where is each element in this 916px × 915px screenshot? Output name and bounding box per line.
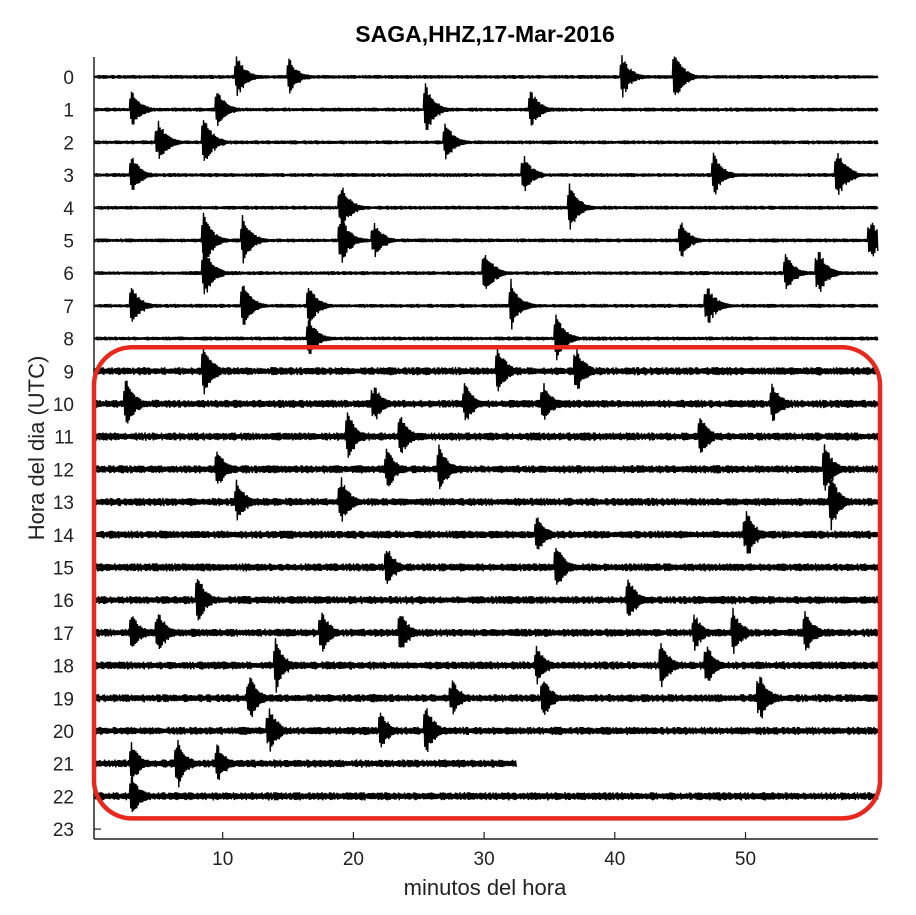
y-tick-label: 9 (63, 362, 74, 383)
trace-hour-22 (93, 776, 879, 813)
trace-hour-5 (93, 212, 879, 264)
y-tick-label: 12 (53, 460, 74, 481)
trace-hour-10 (93, 380, 879, 424)
x-axis-label: minutos del hora (404, 875, 567, 900)
x-tick-label: 30 (474, 849, 495, 870)
trace-hour-12 (93, 444, 879, 491)
y-tick-label: 14 (53, 526, 75, 547)
x-tick-label: 20 (343, 849, 364, 870)
trace-hour-11 (93, 412, 879, 458)
y-tick-label: 7 (63, 297, 74, 318)
trace-hour-7 (93, 278, 879, 330)
x-tick-group: 10 20 30 40 50 (212, 832, 756, 870)
y-tick-label: 10 (53, 395, 74, 416)
trace-hour-15 (93, 547, 879, 585)
y-tick-label: 17 (53, 624, 74, 645)
highlight-box (91, 345, 883, 821)
trace-hour-0 (93, 55, 879, 98)
trace-hour-3 (93, 152, 879, 195)
trace-hour-13 (93, 473, 879, 531)
y-tick-label: 4 (63, 199, 74, 220)
y-tick-label: 5 (63, 232, 74, 253)
y-tick-label: 15 (53, 559, 74, 580)
y-tick-label: 6 (63, 264, 74, 285)
x-tick-label: 50 (735, 849, 756, 870)
trace-hour-6 (93, 251, 879, 295)
trace-hour-14 (93, 511, 879, 554)
y-tick-label: 8 (63, 330, 74, 351)
trace-hour-16 (93, 579, 879, 621)
trace-hour-20 (93, 708, 879, 753)
y-tick-label: 0 (63, 68, 74, 89)
y-tick-label: 20 (53, 722, 74, 743)
trace-hour-1 (93, 83, 879, 131)
y-tick-label: 18 (53, 657, 74, 678)
trace-hour-2 (93, 120, 879, 161)
trace-hour-21 (93, 739, 517, 788)
trace-hour-9 (93, 346, 879, 395)
y-tick-label: 11 (54, 428, 74, 449)
y-tick-label: 22 (53, 787, 74, 808)
y-tick-label: 23 (53, 820, 74, 841)
trace-hour-17 (93, 607, 879, 654)
y-tick-label: 3 (63, 166, 74, 187)
y-tick-label: 13 (53, 493, 74, 514)
trace-hour-18 (93, 638, 879, 693)
y-tick-label: 2 (63, 133, 74, 154)
x-tick-label: 10 (212, 849, 233, 870)
x-tick-label: 40 (604, 849, 625, 870)
trace-hour-8 (93, 314, 879, 361)
y-tick-label: 16 (53, 591, 74, 612)
trace-hour-4 (93, 183, 879, 230)
y-tick-label: 21 (53, 755, 74, 776)
trace-group (93, 55, 879, 813)
plot-area (94, 57, 878, 839)
y-axis-label: Hora del dia (UTC) (24, 356, 49, 541)
chart-title: SAGA,HHZ,17-Mar-2016 (355, 21, 614, 47)
trace-hour-19 (93, 676, 879, 719)
y-tick-label: 19 (53, 689, 74, 710)
y-tick-label: 1 (63, 101, 74, 122)
